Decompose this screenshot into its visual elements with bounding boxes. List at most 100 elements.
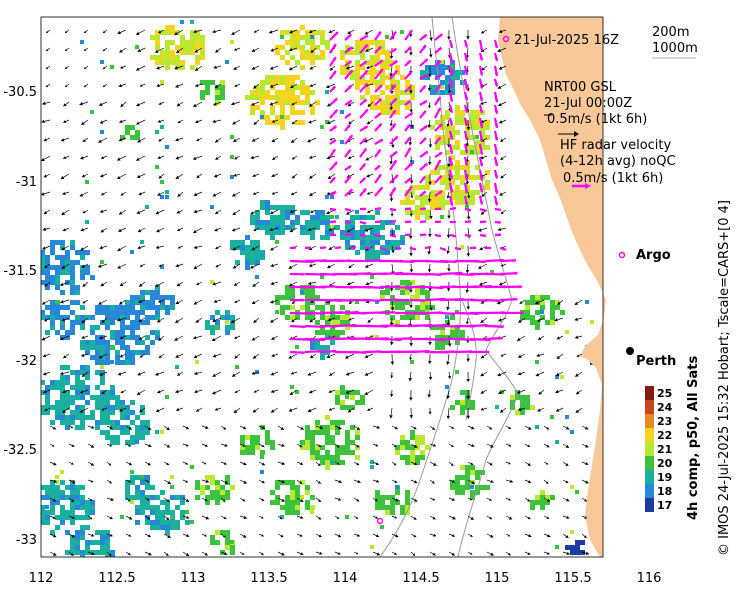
- sst-pixel: [190, 35, 195, 40]
- sst-pixel: [210, 490, 215, 495]
- sst-pixel: [345, 45, 350, 50]
- model-arrow-head: [546, 444, 550, 448]
- sst-pixel: [70, 410, 75, 415]
- sst-pixel: [370, 55, 375, 60]
- model-arrow-head: [270, 263, 274, 268]
- sst-pixel: [450, 405, 455, 410]
- model-arrow-head: [261, 498, 265, 501]
- model-arrow-head: [451, 479, 455, 483]
- sst-pixel: [305, 230, 310, 235]
- model-arrow-head: [109, 533, 113, 537]
- model-arrow-head: [585, 480, 589, 484]
- model-arrow-head: [280, 534, 284, 538]
- model-arrow-head: [62, 228, 66, 232]
- radar-arrow-head: [407, 137, 411, 141]
- radar-arrow-head: [333, 233, 336, 237]
- sst-pixel: [75, 375, 80, 380]
- model-arrow-head: [270, 300, 274, 304]
- sst-pixel: [140, 350, 145, 355]
- model-arrow-head: [413, 516, 417, 520]
- sst-pixel: [115, 435, 120, 440]
- model-arrow-head: [309, 66, 313, 70]
- sst-pixel: [540, 505, 545, 510]
- sst-pixel: [530, 320, 535, 325]
- sst-pixel: [130, 480, 135, 485]
- sst-pixel: [315, 430, 320, 435]
- sst-pixel: [445, 115, 450, 120]
- model-arrow-head: [328, 246, 333, 250]
- model-arrow-head: [46, 84, 49, 87]
- sst-pixel: [460, 120, 465, 125]
- sst-pixel: [325, 215, 330, 220]
- sst-pixel: [435, 170, 440, 175]
- sst-pixel: [295, 490, 300, 495]
- sst-pixel: [555, 440, 559, 444]
- sst-pixel: [395, 445, 400, 450]
- model-arrow-head: [336, 516, 340, 519]
- model-arrow-head: [366, 121, 371, 125]
- sst-pixel: [145, 520, 150, 525]
- sst-pixel: [65, 420, 70, 425]
- model-arrow-head: [490, 552, 494, 556]
- model-arrow-head: [270, 66, 274, 70]
- sst-pixel: [55, 405, 60, 410]
- sst-pixel: [405, 280, 410, 285]
- sst-pixel: [255, 225, 260, 230]
- sst-pixel: [310, 220, 315, 225]
- sst-pixel: [230, 135, 234, 139]
- sst-pixel: [330, 455, 335, 460]
- sst-pixel: [105, 410, 110, 415]
- sst-pixel: [215, 310, 220, 315]
- sst-pixel: [160, 510, 165, 515]
- sst-pixel: [160, 300, 165, 305]
- sst-pixel: [240, 435, 245, 440]
- sst-pixel: [330, 195, 334, 199]
- sst-pixel: [410, 435, 415, 440]
- model-arrow-head: [508, 498, 511, 501]
- sst-pixel: [345, 440, 350, 445]
- model-arrow-head: [319, 425, 323, 430]
- model-arrow-head: [80, 228, 85, 232]
- radar-arrow-head: [394, 174, 398, 179]
- sst-pixel: [45, 515, 50, 520]
- sst-pixel: [435, 335, 439, 339]
- model-arrow-head: [175, 138, 179, 142]
- model-arrow-head: [41, 119, 45, 124]
- sst-pixel: [465, 130, 470, 135]
- sst-pixel: [250, 90, 255, 95]
- sst-pixel: [425, 210, 430, 215]
- sst-pixel: [325, 235, 330, 240]
- sst-pixel: [170, 25, 175, 30]
- sst-pixel: [470, 150, 474, 154]
- sst-pixel: [120, 315, 125, 320]
- sst-pixel: [460, 70, 465, 75]
- sst-pixel: [45, 255, 50, 260]
- sst-pixel: [430, 125, 435, 130]
- sst-pixel: [30, 500, 35, 505]
- sst-pixel: [260, 80, 265, 85]
- radar-arrow-head: [449, 98, 454, 102]
- model-arrow-head: [44, 283, 48, 287]
- model-arrow-head: [175, 175, 180, 179]
- sst-pixel: [195, 45, 200, 50]
- sst-pixel: [435, 190, 440, 195]
- sst-pixel: [360, 395, 365, 400]
- model-arrow-head: [326, 84, 330, 89]
- sst-pixel: [45, 305, 50, 310]
- sst-pixel: [465, 480, 470, 485]
- sst-pixel: [275, 225, 280, 230]
- sst-pixel: [275, 310, 279, 314]
- model-arrow-head: [290, 84, 294, 88]
- sst-pixel: [375, 40, 380, 45]
- sst-pixel: [35, 520, 40, 525]
- sst-pixel: [90, 540, 95, 545]
- model-arrow-head: [103, 48, 106, 51]
- sst-pixel: [385, 55, 390, 60]
- model-arrow-head: [546, 498, 551, 502]
- model-arrow-head: [389, 161, 394, 165]
- sst-pixel: [320, 235, 325, 240]
- radar-arrow-head: [464, 109, 468, 113]
- model-arrow-head: [99, 245, 103, 250]
- sst-pixel: [120, 410, 125, 415]
- sst-pixel: [360, 45, 365, 50]
